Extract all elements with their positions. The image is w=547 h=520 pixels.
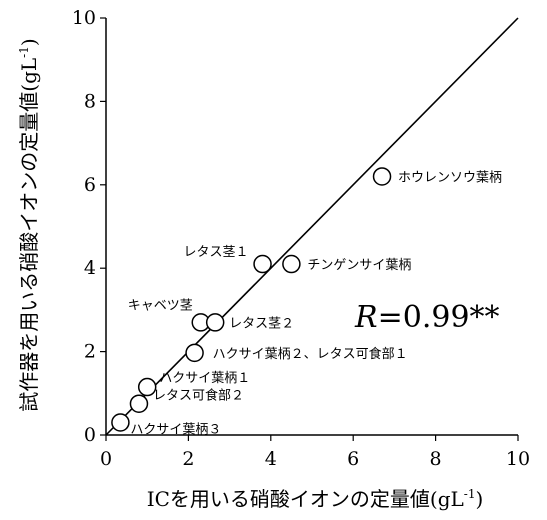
data-point <box>372 167 392 186</box>
y-tick-label: 8 <box>84 90 96 112</box>
data-point <box>205 313 225 332</box>
data-label: レタス茎１ <box>184 245 249 260</box>
y-axis-title: 試作器を用いる硝酸イオンの定量値(gL-1) <box>17 38 41 411</box>
x-tick-label: 10 <box>506 448 530 470</box>
data-label: ハクサイ葉柄３ <box>130 422 221 437</box>
data-label: レタス茎２ <box>229 316 294 331</box>
x-axis-title: ICを用いる硝酸イオンの定量値(gL-1) <box>147 487 484 511</box>
reference-line-group <box>105 17 519 436</box>
x-tick-label: 0 <box>100 448 112 470</box>
x-tick-label: 4 <box>265 448 277 470</box>
axes: 0 2 4 6 8 10 0 2 4 6 8 10 <box>72 7 530 470</box>
reference-line <box>105 17 519 436</box>
data-label: レタス可食部２ <box>153 388 244 404</box>
data-point <box>282 254 301 274</box>
x-tick-label: 2 <box>182 448 194 470</box>
data-markers <box>111 167 392 432</box>
x-tick-label: 6 <box>347 448 359 470</box>
data-point <box>185 343 204 363</box>
data-label: キャベツ茎 <box>128 298 193 313</box>
y-tick-label: 2 <box>84 341 96 363</box>
data-point <box>253 254 272 274</box>
y-tick-label: 10 <box>72 7 96 29</box>
y-tick-label: 6 <box>84 174 96 196</box>
x-tick-label: 8 <box>430 448 442 470</box>
data-label: チンゲンサイ葉柄 <box>307 258 411 273</box>
correlation-annotation: R=0.99** <box>354 300 500 335</box>
point-labels: ハクサイ葉柄３ レタス可食部２ ハクサイ葉柄１ ハクサイ葉柄２、レタス可食部１ キャベツ… <box>128 170 502 437</box>
data-point <box>111 413 130 432</box>
y-tick-label: 4 <box>84 257 96 279</box>
data-point <box>137 377 157 397</box>
data-label: ハクサイ葉柄２、レタス可食部１ <box>213 346 408 362</box>
y-tick-label: 0 <box>84 424 96 446</box>
data-label: ハクサイ葉柄１ <box>159 371 250 386</box>
data-label: ホウレンソウ葉柄 <box>398 170 502 185</box>
data-point <box>129 394 149 413</box>
